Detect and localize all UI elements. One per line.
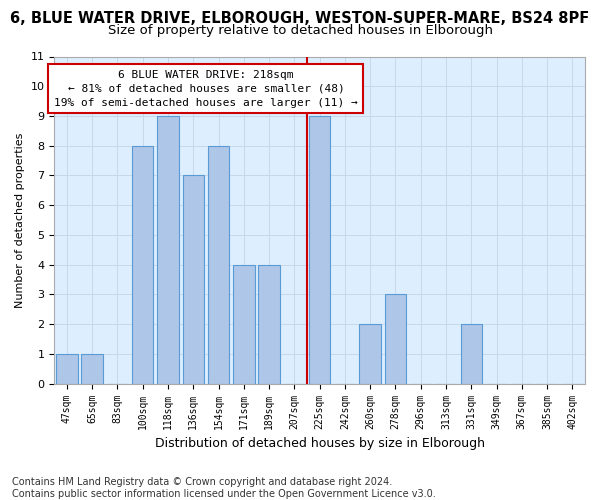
Text: Contains HM Land Registry data © Crown copyright and database right 2024.
Contai: Contains HM Land Registry data © Crown c…	[12, 478, 436, 499]
Y-axis label: Number of detached properties: Number of detached properties	[15, 132, 25, 308]
X-axis label: Distribution of detached houses by size in Elborough: Distribution of detached houses by size …	[155, 437, 485, 450]
Bar	[359, 324, 381, 384]
Bar	[259, 264, 280, 384]
Text: 6 BLUE WATER DRIVE: 218sqm
← 81% of detached houses are smaller (48)
19% of semi: 6 BLUE WATER DRIVE: 218sqm ← 81% of deta…	[54, 70, 358, 108]
Bar	[157, 116, 179, 384]
Bar	[461, 324, 482, 384]
Bar	[182, 176, 204, 384]
Bar	[56, 354, 77, 384]
Bar	[132, 146, 154, 384]
Bar	[208, 146, 229, 384]
Bar	[233, 264, 254, 384]
Bar	[385, 294, 406, 384]
Text: 6, BLUE WATER DRIVE, ELBOROUGH, WESTON-SUPER-MARE, BS24 8PF: 6, BLUE WATER DRIVE, ELBOROUGH, WESTON-S…	[10, 11, 590, 26]
Bar	[82, 354, 103, 384]
Text: Size of property relative to detached houses in Elborough: Size of property relative to detached ho…	[107, 24, 493, 37]
Bar	[309, 116, 331, 384]
